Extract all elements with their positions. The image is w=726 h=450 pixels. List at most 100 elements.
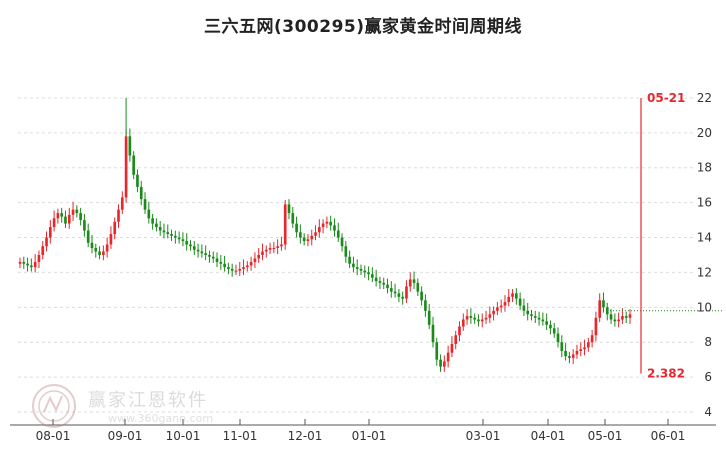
candle-body xyxy=(102,251,105,255)
candle-body xyxy=(139,186,143,200)
candle-body xyxy=(170,234,173,236)
candle-body xyxy=(545,321,548,325)
candle-body xyxy=(568,356,571,358)
y-tick-label: 22 xyxy=(697,91,712,105)
y-tick-label: 4 xyxy=(704,405,712,419)
y-tick-label: 20 xyxy=(697,126,712,140)
candle-body xyxy=(511,293,514,297)
candle-body xyxy=(461,319,465,327)
x-tick-label: 12-01 xyxy=(288,429,323,443)
candle-body xyxy=(272,248,276,249)
candle-body xyxy=(549,324,552,329)
candle-body xyxy=(208,254,211,257)
candle-body xyxy=(515,293,518,299)
candles xyxy=(18,97,632,372)
candle-body xyxy=(109,234,113,245)
candle-body xyxy=(268,248,272,250)
candle-body xyxy=(541,319,545,322)
axes: 4 6 8 10 12 14 16 18 20 22 08-01 09-01 10-01 11-01 12-… xyxy=(10,91,716,443)
candle-body xyxy=(174,235,177,238)
x-tick-label: 06-01 xyxy=(651,429,686,443)
candle-body xyxy=(30,265,33,268)
candle-body xyxy=(60,213,64,217)
candle-body xyxy=(348,256,351,264)
candle-body xyxy=(143,199,147,210)
candle-body xyxy=(321,223,325,228)
candle-body xyxy=(52,218,56,228)
candle-body xyxy=(136,174,139,187)
candle-body xyxy=(355,267,359,269)
candle-body xyxy=(64,216,67,224)
candle-body xyxy=(443,361,446,367)
candle-body xyxy=(571,354,575,358)
x-tick-label: 08-01 xyxy=(36,429,71,443)
candle-body xyxy=(90,242,94,248)
candle-body xyxy=(416,282,420,292)
grid-lines xyxy=(18,97,696,413)
overlays: 05-21 2.382 xyxy=(610,91,722,381)
candle-body xyxy=(359,268,363,271)
candle-body xyxy=(367,272,370,275)
watermark-name: 赢家江恩软件 xyxy=(88,390,208,411)
candle-body xyxy=(477,319,480,322)
candle-body xyxy=(94,248,98,252)
candle-body xyxy=(602,300,605,308)
candle-body xyxy=(276,246,279,248)
candle-body xyxy=(189,244,192,247)
candle-body xyxy=(246,265,249,268)
candle-body xyxy=(609,314,613,320)
candle-body xyxy=(98,251,101,255)
candle-body xyxy=(204,253,207,255)
candle-body xyxy=(124,136,128,198)
watermark-url: www.360gann.com xyxy=(108,412,214,425)
x-tick-label: 05-01 xyxy=(588,429,623,443)
x-tick-label: 09-01 xyxy=(108,429,143,443)
candle-body xyxy=(325,221,329,224)
candle-body xyxy=(564,350,567,357)
watermark-logo-icon xyxy=(32,384,76,428)
candle-body xyxy=(280,244,283,247)
candle-body xyxy=(162,230,166,233)
candle-body xyxy=(621,316,624,320)
candle-body xyxy=(238,268,242,271)
candle-body xyxy=(75,209,79,214)
candle-body xyxy=(215,258,219,262)
candle-body xyxy=(314,232,317,236)
candle-body xyxy=(336,230,340,238)
candle-body xyxy=(605,307,609,315)
candle-body xyxy=(560,342,564,351)
candle-body xyxy=(401,296,404,299)
candle-body xyxy=(340,237,344,247)
candle-body xyxy=(522,305,526,311)
candle-body xyxy=(617,319,620,322)
candle-body xyxy=(386,284,389,289)
candle-body xyxy=(155,223,158,228)
candle-body xyxy=(192,246,196,250)
candle-body xyxy=(465,316,469,320)
y-tick-label: 10 xyxy=(697,300,712,314)
candle-body xyxy=(344,246,348,257)
x-tick-label: 03-01 xyxy=(466,429,501,443)
y-tick-label: 14 xyxy=(697,231,712,245)
candle-body xyxy=(306,239,310,242)
candle-body xyxy=(48,227,52,238)
x-tick-label: 01-01 xyxy=(352,429,387,443)
candle-body xyxy=(503,302,507,306)
candle-body xyxy=(302,237,306,242)
candle-body xyxy=(329,221,333,226)
candle-body xyxy=(420,291,423,301)
candle-body xyxy=(575,350,579,355)
y-tick-label: 6 xyxy=(704,370,712,384)
candle-body xyxy=(117,209,120,222)
candle-body xyxy=(253,258,257,262)
candle-body xyxy=(196,249,200,252)
candle-body xyxy=(526,310,530,315)
candle-body xyxy=(424,300,427,311)
candle-body xyxy=(310,235,314,240)
candle-body xyxy=(45,237,48,247)
y-tick-label: 16 xyxy=(697,196,712,210)
candle-body xyxy=(295,223,298,233)
candle-body xyxy=(79,213,82,221)
candle-body xyxy=(594,317,598,336)
